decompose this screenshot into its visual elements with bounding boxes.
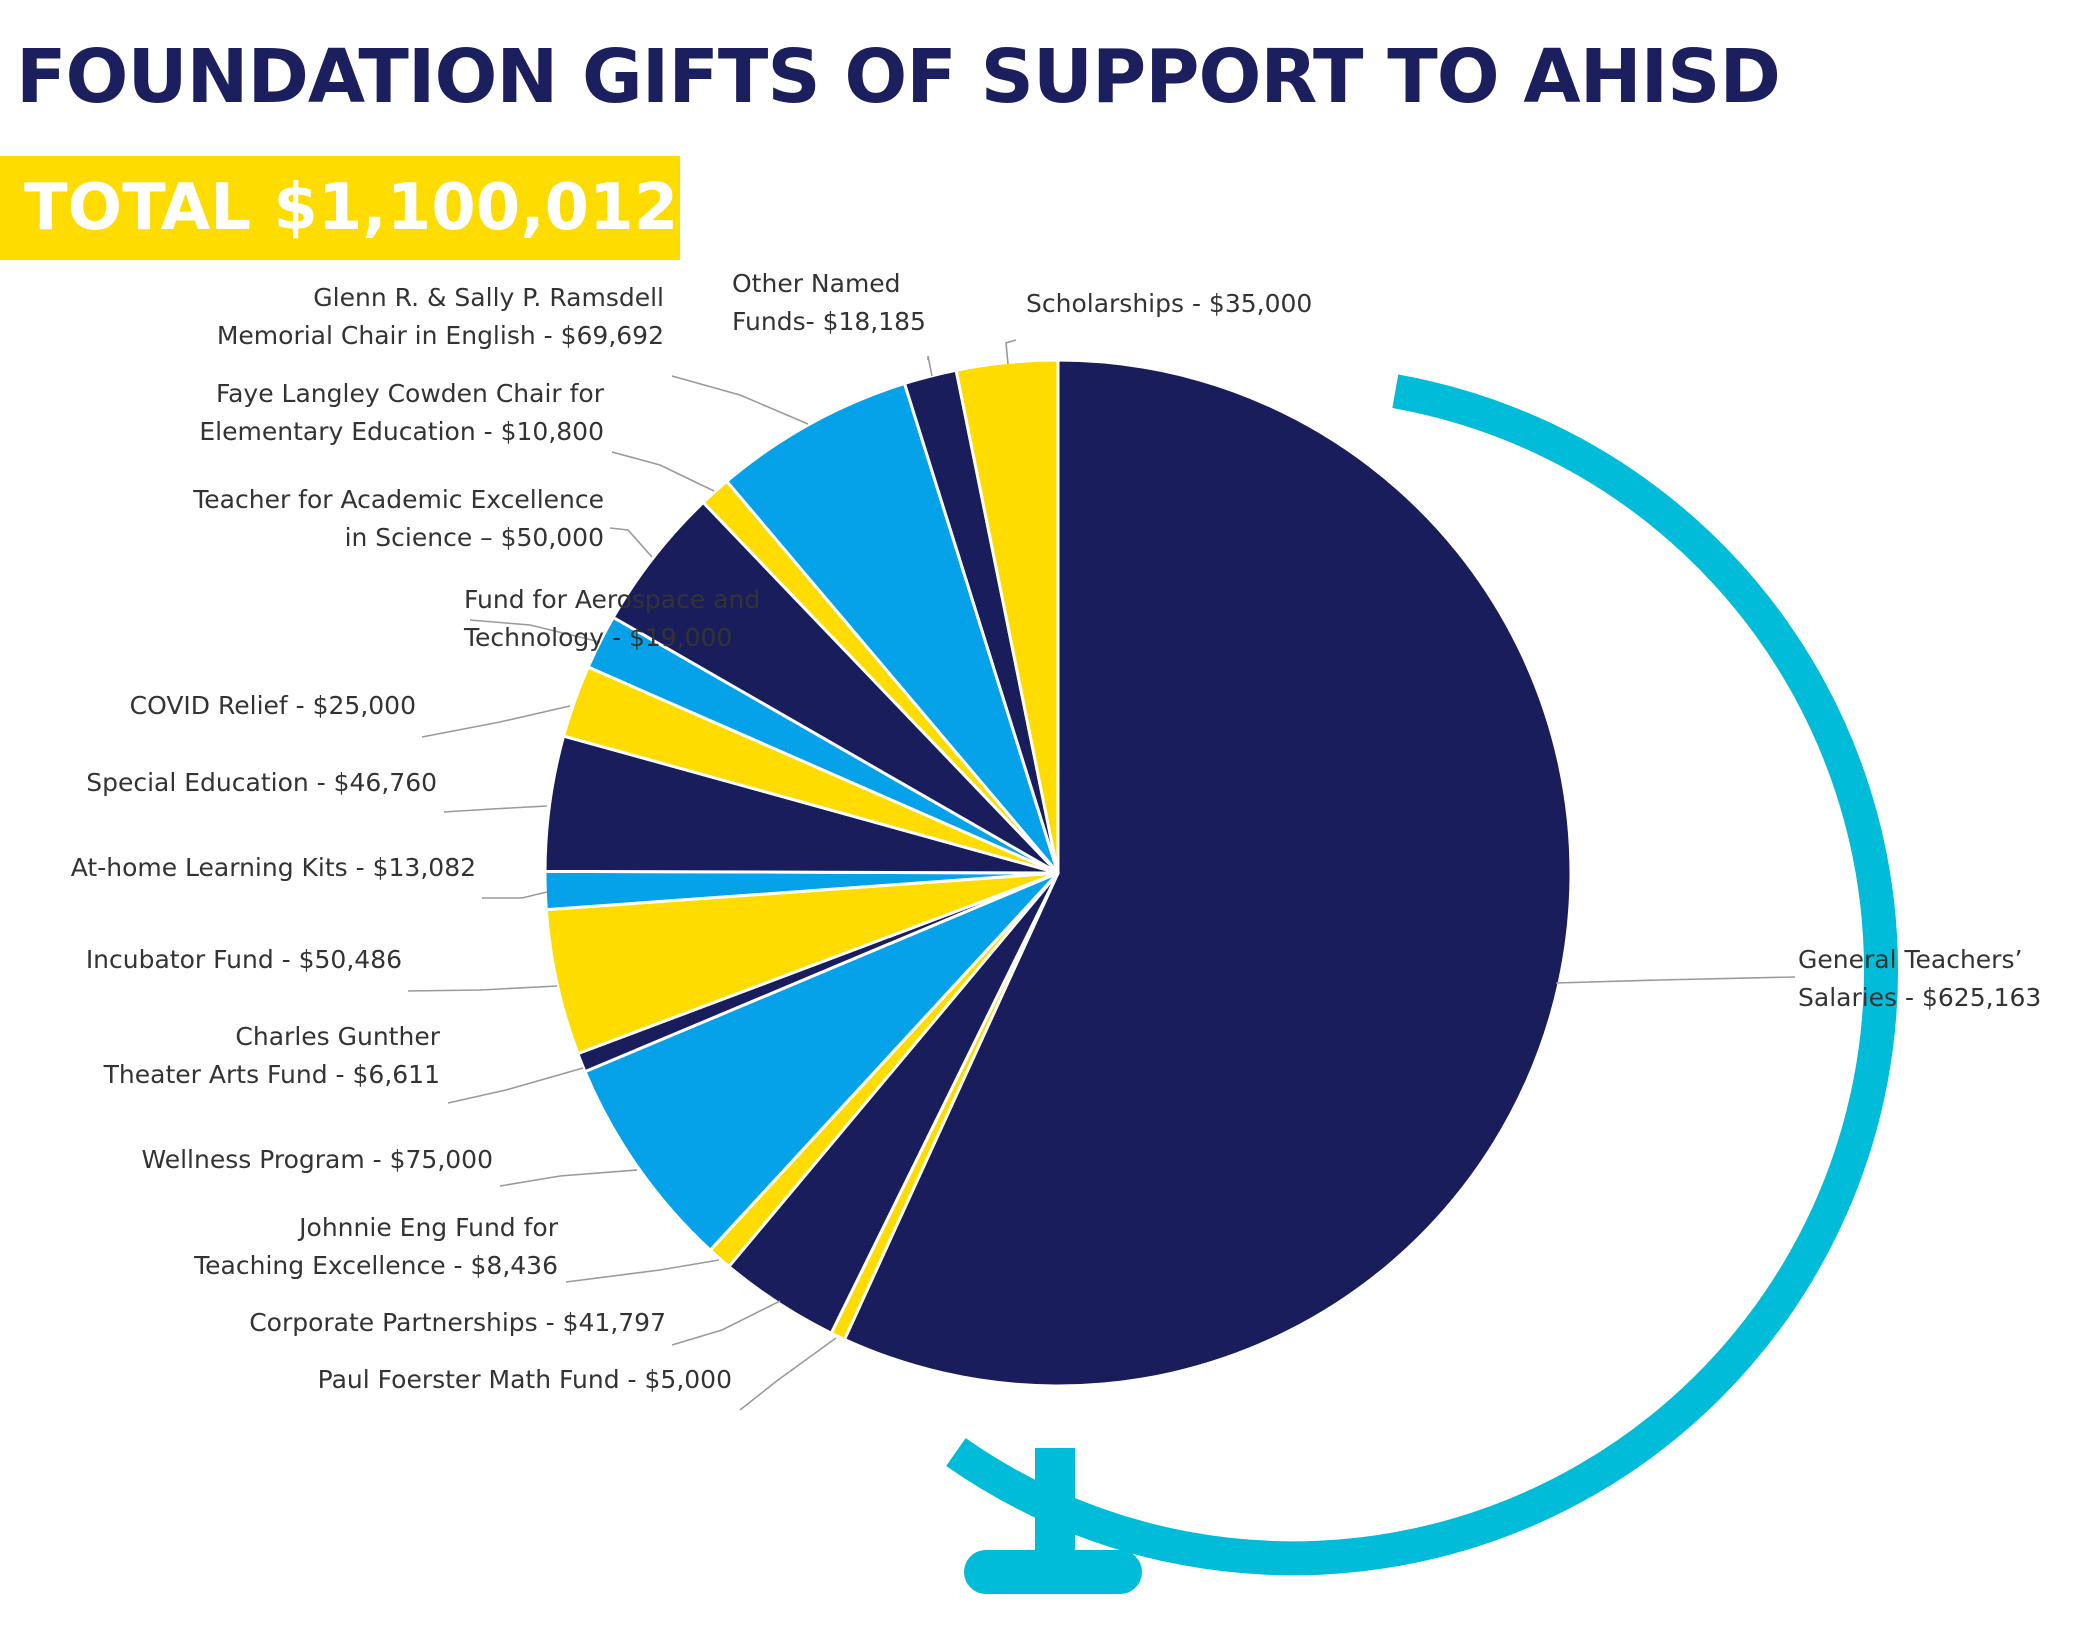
slice-label-line: Special Education - $46,760 (86, 768, 437, 797)
slice-label-line: Paul Foerster Math Fund - $5,000 (318, 1365, 732, 1394)
leader-line-faye-langley-cowden-chair-for (611, 451, 715, 492)
pie-slice-wellness-program-75-000 (583, 871, 1060, 1252)
slice-label-paul-foerster-math-fund-5-000: Paul Foerster Math Fund - $5,000 (318, 1365, 732, 1394)
leader-line-corporate-partnerships-41-797 (671, 1300, 781, 1346)
slice-labels: General Teachers’ Salaries - $625,163 Paul… (71, 269, 2042, 1394)
pie-slice-glenn-r-sally-p-ramsdell (725, 381, 1060, 875)
leader-line-wellness-program-75-000 (499, 1169, 638, 1187)
slice-label-line: Incubator Fund - $50,486 (86, 945, 402, 974)
slice-label-line: Glenn R. & Sally P. Ramsdell (313, 283, 664, 312)
leader-line-special-education-46-760 (443, 805, 548, 813)
slice-label-line: Johnnie Eng Fund for (297, 1213, 559, 1242)
slice-label-line: Other Named (732, 269, 901, 298)
slice-label-line: Scholarships - $35,000 (1026, 289, 1312, 318)
slice-label-at-home-learning-kits-13-082: At-home Learning Kits - $13,082 (71, 853, 476, 882)
leader-line-charles-gunther (447, 1067, 584, 1104)
slice-label-line: Salaries - $625,163 (1798, 983, 2041, 1012)
leader-lines (407, 339, 1796, 1411)
page-title: FOUNDATION GIFTS OF SUPPORT TO AHISD (16, 34, 1781, 120)
slice-label-line: in Science – $50,000 (345, 523, 604, 552)
globe-stand-base (964, 1550, 1142, 1594)
slice-label-line: Theater Arts Fund - $6,611 (103, 1060, 440, 1089)
slice-label-incubator-fund-50-486: Incubator Fund - $50,486 (86, 945, 402, 974)
slice-label-teacher-for-academic-excellence: Teacher for Academic Excellence in Scienc… (192, 485, 604, 552)
slice-label-line: Elementary Education - $10,800 (199, 417, 604, 446)
slice-label-scholarships-35-000: Scholarships - $35,000 (1026, 289, 1312, 318)
slice-label-charles-gunther: Charles Gunther Theater Arts Fund - $6,61… (103, 1022, 441, 1089)
pie-slice-scholarships-35-000 (954, 358, 1060, 875)
globe-meridian-arc (946, 374, 1899, 1576)
leader-line-covid-relief-25-000 (421, 705, 571, 738)
slice-label-glenn-r-sally-p-ramsdell: Glenn R. & Sally P. Ramsdell Memorial Cha… (217, 283, 664, 350)
slice-label-faye-langley-cowden-chair-for: Faye Langley Cowden Chair for Elementary … (199, 379, 604, 446)
leader-line-general-teachers (1555, 976, 1796, 984)
slice-label-line: COVID Relief - $25,000 (130, 691, 416, 720)
slice-label-johnnie-eng-fund-for: Johnnie Eng Fund for Teaching Excellence … (193, 1213, 559, 1280)
leader-line-johnnie-eng-fund-for (565, 1259, 720, 1283)
slice-label-line: Corporate Partnerships - $41,797 (249, 1308, 666, 1337)
pie-slices (543, 358, 1573, 1388)
total-amount: TOTAL $1,100,012 (24, 171, 679, 245)
leader-line-incubator-fund-50-486 (407, 985, 558, 992)
slice-label-line: Funds- $18,185 (732, 307, 926, 336)
leader-line-fund-for-aerospace-and (469, 619, 601, 643)
leader-line-scholarships-35-000 (1005, 339, 1017, 365)
leader-line-other-named (927, 355, 933, 377)
leader-line-at-home-learning-kits-13-082 (482, 891, 548, 899)
slice-label-wellness-program-75-000: Wellness Program - $75,000 (141, 1145, 493, 1174)
slice-label-line: Fund for Aerospace and (464, 585, 760, 614)
slice-label-covid-relief-25-000: COVID Relief - $25,000 (130, 691, 416, 720)
slice-label-line: Charles Gunther (235, 1022, 440, 1051)
slice-label-fund-for-aerospace-and: Fund for Aerospace and Technology - $19,0… (463, 585, 760, 652)
slice-label-line: Memorial Chair in English - $69,692 (217, 321, 664, 350)
leader-line-teacher-for-academic-excellence (609, 527, 653, 558)
globe-icon (946, 374, 1899, 1594)
slice-label-line: Technology - $19,000 (463, 623, 732, 652)
slice-label-general-teachers: General Teachers’ Salaries - $625,163 (1798, 945, 2041, 1012)
slice-label-corporate-partnerships-41-797: Corporate Partnerships - $41,797 (249, 1308, 666, 1337)
leader-line-glenn-r-sally-p-ramsdell (671, 375, 809, 425)
slice-label-line: Faye Langley Cowden Chair for (216, 379, 605, 408)
slice-label-line: Teacher for Academic Excellence (192, 485, 604, 514)
leader-line-paul-foerster-math-fund-5-000 (739, 1337, 837, 1411)
total-banner: TOTAL $1,100,012 (0, 156, 680, 260)
slice-label-special-education-46-760: Special Education - $46,760 (86, 768, 437, 797)
slice-label-line: At-home Learning Kits - $13,082 (71, 853, 476, 882)
slice-label-line: Wellness Program - $75,000 (141, 1145, 493, 1174)
slice-label-line: General Teachers’ (1798, 945, 2022, 974)
slice-label-other-named: Other Named Funds- $18,185 (732, 269, 926, 336)
slice-label-line: Teaching Excellence - $8,436 (193, 1251, 558, 1280)
